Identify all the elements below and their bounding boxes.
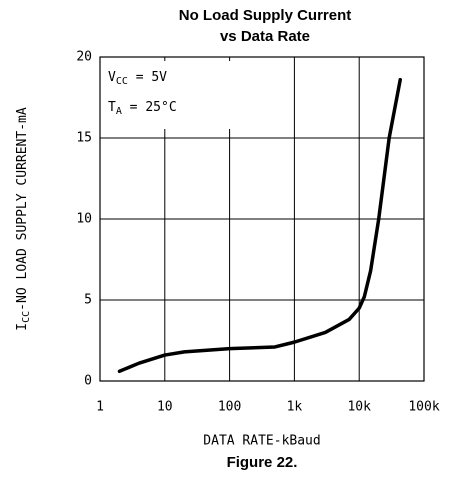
y-tick-label: 10 <box>76 212 92 227</box>
x-tick-label: 10k <box>347 400 371 415</box>
annotation: TA = 25°C <box>108 100 177 118</box>
annotation-box <box>104 61 232 129</box>
chart-title: No Load Supply Current <box>179 7 352 24</box>
chart-title: vs Data Rate <box>220 28 310 45</box>
x-tick-label: 1 <box>96 400 104 415</box>
y-axis-label-text: -NO LOAD SUPPLY CURRENT-mA <box>15 107 30 311</box>
annotation-subscript: A <box>116 106 122 117</box>
annotation-symbol: T <box>108 100 116 115</box>
x-tick-label: 100k <box>408 400 439 415</box>
annotation-subscript: CC <box>116 76 128 87</box>
x-axis-label: DATA RATE-kBaud <box>203 434 320 449</box>
y-tick-label: 15 <box>76 131 92 146</box>
y-axis-label: ICC-NO LOAD SUPPLY CURRENT-mA <box>15 107 33 331</box>
annotation-text: = 5V <box>128 70 167 85</box>
x-tick-label: 10 <box>157 400 173 415</box>
annotation: VCC = 5V <box>108 70 167 88</box>
x-tick-label: 100 <box>218 400 241 415</box>
y-axis-label-subscript: CC <box>21 311 32 323</box>
y-tick-label: 20 <box>76 50 92 65</box>
y-tick-label: 5 <box>84 293 92 308</box>
y-axis-label-symbol: I <box>15 323 30 331</box>
y-tick-label: 0 <box>84 374 92 389</box>
annotation-text: = 25°C <box>122 100 177 115</box>
x-tick-label: 1k <box>287 400 303 415</box>
data-line <box>117 77 402 374</box>
annotation-symbol: V <box>108 70 116 85</box>
caption: Figure 22. <box>227 454 298 471</box>
